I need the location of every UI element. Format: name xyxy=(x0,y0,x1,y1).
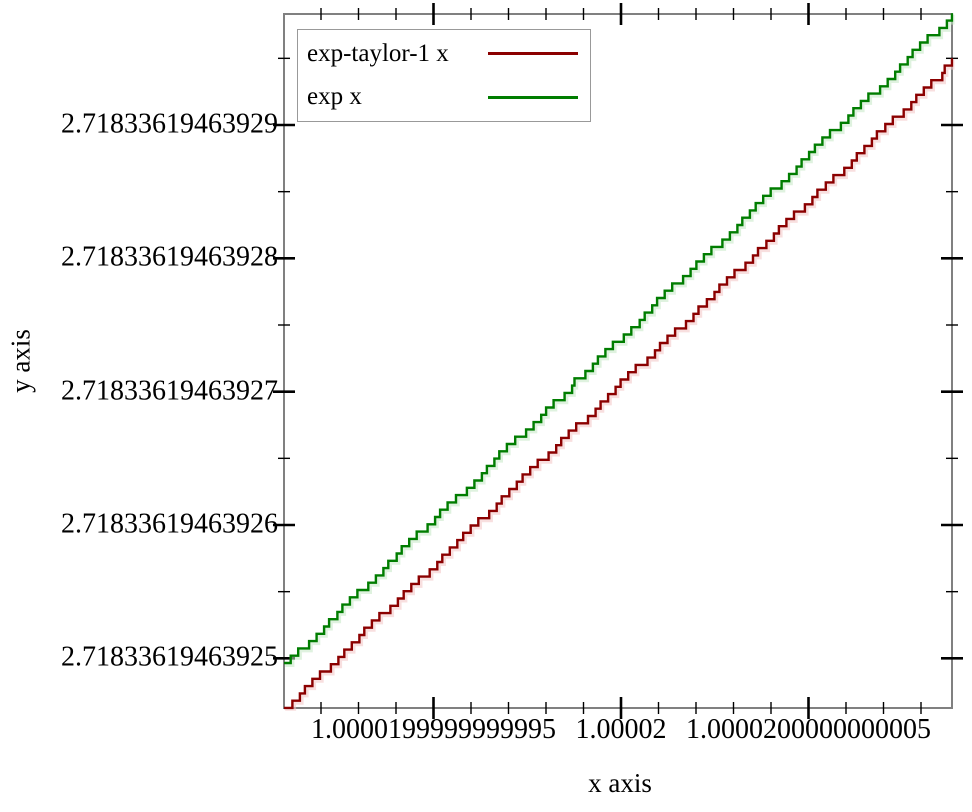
legend: exp-taylor-1 x exp x xyxy=(297,29,591,122)
plot-border xyxy=(283,13,953,709)
legend-line-swatch xyxy=(488,52,578,56)
y-axis-title: y axis xyxy=(5,329,36,393)
x-tick-label: 1.0000200000000005 xyxy=(686,714,931,745)
x-axis-title: x axis xyxy=(588,768,652,798)
legend-label: exp-taylor-1 x xyxy=(307,39,449,67)
legend-item: exp-taylor-1 x xyxy=(307,40,578,68)
x-tick-label: 1.00002 xyxy=(575,714,667,745)
y-tick-label: 2.71833619463929 xyxy=(61,108,278,140)
y-tick-label: 2.71833619463925 xyxy=(61,641,278,673)
y-tick-label: 2.71833619463927 xyxy=(61,375,278,407)
y-tick-label: 2.71833619463926 xyxy=(61,508,278,540)
legend-item: exp x xyxy=(307,83,578,111)
series-line-exp-x xyxy=(284,13,954,665)
y-tick-label: 2.71833619463928 xyxy=(61,241,278,273)
x-tick-label: 1.0000199999999995 xyxy=(311,714,556,745)
legend-label: exp x xyxy=(307,83,362,111)
legend-line-swatch xyxy=(488,95,578,99)
series-line-exp-taylor-1-x xyxy=(284,58,954,710)
